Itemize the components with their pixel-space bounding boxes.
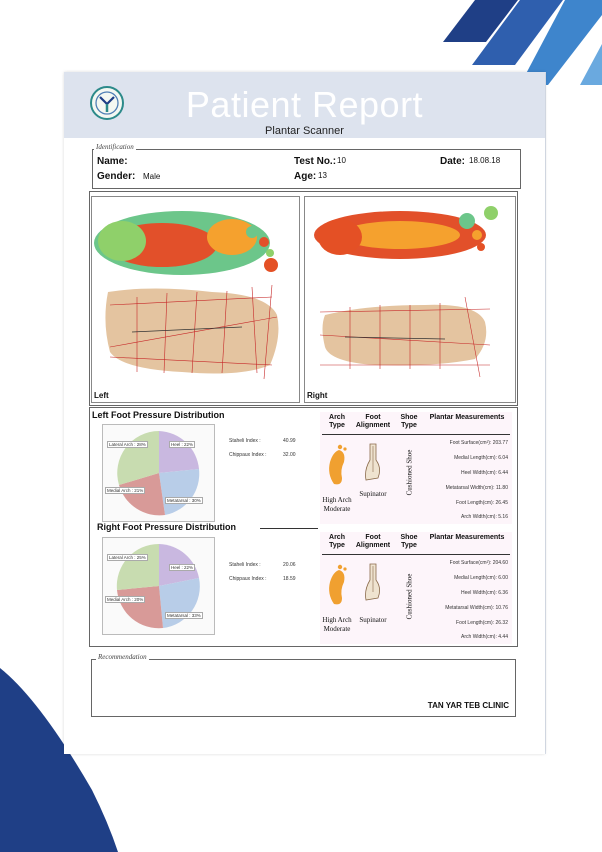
left-meas-metatarsal-width: Metatarsal Width(cm): 11.80 <box>445 485 508 491</box>
right-meas-metatarsal-width: Metatarsal Width(cm): 10.76 <box>445 605 508 611</box>
left-meas-arch-width: Arch Width(cm): 5.16 <box>461 514 508 520</box>
right-foot-scan: Right <box>304 196 516 403</box>
right-staheli-label: Staheli Index : <box>229 562 261 568</box>
left-pie-label-lateral: Lateral Arch : 28% <box>107 441 148 448</box>
right-pressure-map-icon <box>314 206 498 378</box>
report-page: Patient Report Plantar Scanner Identific… <box>64 72 545 754</box>
date-value: 18.08.18 <box>469 156 501 165</box>
date-label: Date: <box>440 156 466 167</box>
left-staheli-value: 40.99 <box>283 438 296 444</box>
right-chippaux-value: 18.59 <box>283 576 296 582</box>
left-distribution-title: Left Foot Pressure Distribution <box>92 410 225 420</box>
left-header-foot-alignment: Foot Alignment <box>355 414 391 429</box>
left-pie-label-heel: Heel : 22% <box>169 441 196 448</box>
identification-section: Identification Name: Gender: Male Test N… <box>92 143 521 189</box>
clinic-name: TAN YAR TEB CLINIC <box>427 701 509 710</box>
right-meas-arch-width: Arch Width(cm): 4.44 <box>461 634 508 640</box>
left-foot-scan: Left <box>91 196 300 403</box>
left-header-divider <box>322 434 510 435</box>
right-meas-foot-length: Foot Length(cm): 26.32 <box>456 620 508 626</box>
right-arch-footprint-icon <box>329 564 347 605</box>
right-header-shoe-type: Shoe Type <box>400 534 418 549</box>
report-header: Patient Report Plantar Scanner <box>64 72 545 138</box>
section-divider <box>260 528 318 529</box>
right-pie-chart: Lateral Arch : 25% Heel : 22% Medial Arc… <box>102 537 215 635</box>
left-header-arch-type: Arch Type <box>329 414 345 429</box>
left-meas-medial-length: Medial Length(cm): 6.04 <box>454 455 508 461</box>
left-meas-heel-width: Heel Width(cm): 6.44 <box>461 470 508 476</box>
right-alignment-icon <box>365 563 380 601</box>
page-title: Patient Report <box>185 84 424 125</box>
right-pie-label-metatarsal: Metatarsal : 33% <box>165 612 203 619</box>
left-arch-footprint-icon <box>329 444 347 485</box>
left-alignment-value: Supinator <box>359 490 387 498</box>
right-alignment-value: Supinator <box>359 616 387 624</box>
left-header-shoe-type: Shoe Type <box>400 414 418 429</box>
left-meas-foot-surface: Foot Surface(cm²): 203.77 <box>449 440 508 446</box>
gender-value: Male <box>143 172 161 181</box>
left-pressure-map-icon <box>94 211 279 380</box>
recommendation-section: Recommendation TAN YAR TEB CLINIC <box>91 653 516 717</box>
foot-scan-section <box>89 191 518 406</box>
left-shoe-value: Cushioned Shoe <box>405 449 414 496</box>
right-chippaux-label: Chippaux Index : <box>229 576 267 582</box>
pressure-distribution-section <box>89 407 518 647</box>
right-meas-foot-surface: Foot Surface(cm²): 204.60 <box>449 560 508 566</box>
right-shoe-value: Cushioned Shoe <box>405 573 414 620</box>
gender-label: Gender: <box>97 171 136 182</box>
right-foot-caption: Right <box>307 391 328 400</box>
right-staheli-value: 20.06 <box>283 562 296 568</box>
right-meas-heel-width: Heel Width(cm): 6.36 <box>461 590 508 596</box>
left-pie-chart: Lateral Arch : 28% Heel : 22% Medial Arc… <box>102 424 215 522</box>
right-arch-type-value: High Arch Moderate <box>322 616 352 633</box>
left-staheli-label: Staheli Index : <box>229 438 261 444</box>
left-chippaux-value: 32.00 <box>283 452 296 458</box>
right-header-divider <box>322 554 510 555</box>
identification-legend: Identification <box>94 143 136 151</box>
page-subtitle: Plantar Scanner <box>265 125 344 137</box>
left-pie-icon <box>117 431 200 516</box>
right-pie-label-heel: Heel : 22% <box>169 564 196 571</box>
age-label: Age: <box>294 171 317 182</box>
right-measurement-table: Arch Type Foot Alignment Shoe Type Plant… <box>320 532 512 644</box>
clinic-logo-icon <box>90 86 124 120</box>
left-header-plantar-measurements: Plantar Measurements <box>429 414 505 421</box>
right-pie-icon <box>116 543 200 629</box>
left-alignment-icon <box>365 443 380 481</box>
left-foot-caption: Left <box>94 391 109 400</box>
left-meas-foot-length: Foot Length(cm): 26.45 <box>456 500 508 506</box>
left-arch-type-value: High Arch Moderate <box>322 496 352 513</box>
test-no-value: 10 <box>337 156 346 165</box>
age-value: 13 <box>318 171 327 180</box>
right-header-plantar-measurements: Plantar Measurements <box>429 534 505 541</box>
left-chippaux-label: Chippaux Index : <box>229 452 267 458</box>
right-pie-label-lateral: Lateral Arch : 25% <box>107 554 148 561</box>
test-no-label: Test No.: <box>294 156 337 167</box>
right-header-arch-type: Arch Type <box>329 534 345 549</box>
right-header-foot-alignment: Foot Alignment <box>355 534 391 549</box>
left-pie-label-medial: Medial Arch : 21% <box>105 487 146 494</box>
recommendation-legend: Recommendation <box>96 653 149 661</box>
name-label: Name: <box>97 156 128 167</box>
left-pie-label-metatarsal: Metatarsal : 30% <box>165 497 203 504</box>
left-measurement-table: Arch Type Foot Alignment Shoe Type Plant… <box>320 412 512 524</box>
right-distribution-title: Right Foot Pressure Distribution <box>97 522 237 532</box>
right-pie-label-medial: Medial Arch : 20% <box>105 596 146 603</box>
right-meas-medial-length: Medial Length(cm): 6.00 <box>454 575 508 581</box>
